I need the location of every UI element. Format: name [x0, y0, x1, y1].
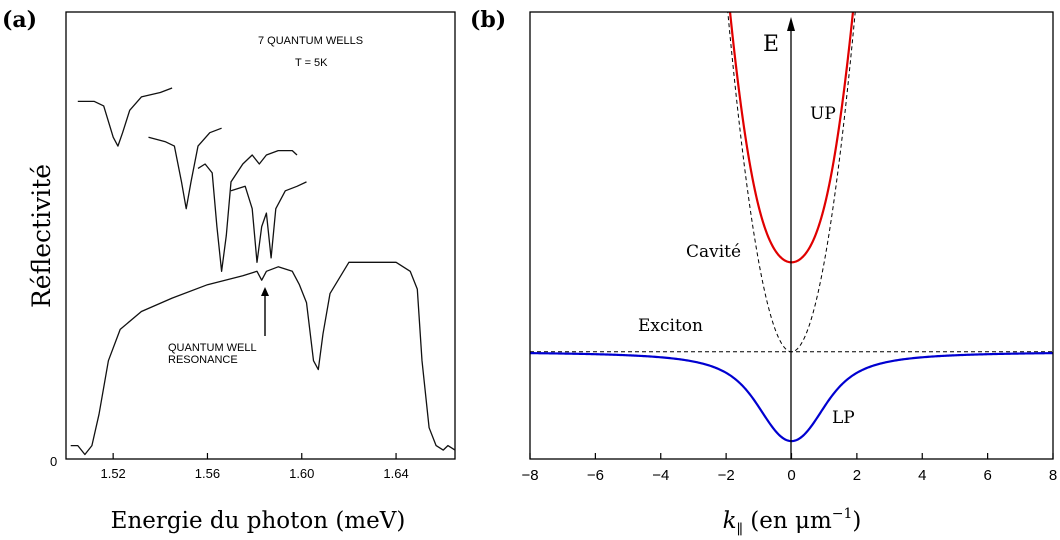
panel-b-x-tick-label: 2	[853, 467, 861, 484]
panel-a-annotation-title: 7 QUANTUM WELLS	[258, 35, 363, 47]
panel-b-y-axis-label: E	[763, 32, 779, 57]
panel-a-x-tick-label: 1.52	[100, 466, 125, 481]
x-label-unit: (en μm	[743, 508, 832, 534]
panel-a-y-zero-label: 0	[50, 454, 57, 469]
x-label-close: )	[852, 508, 861, 534]
panel-b: (b) −8 −6 −4 −2 0 2 4 6 8 E UP LP Cavité Exciton…	[470, 7, 1057, 538]
panel-b-series-label-exciton: Exciton	[638, 316, 703, 336]
panel-b-series-label-up: UP	[810, 104, 836, 124]
panel-a-x-ticks: 1.52 1.56 1.60 1.64	[100, 453, 409, 481]
panel-b-x-tick-label: −8	[521, 467, 538, 484]
panel-b-x-tick-label: 8	[1049, 467, 1057, 484]
panel-b-x-tick-label: −2	[718, 467, 735, 484]
panel-b-x-tick-label: −4	[652, 467, 669, 484]
reflectivity-spectrum-4	[230, 181, 307, 263]
panel-b-label: (b)	[470, 7, 506, 33]
panel-b-x-tick-label: 4	[918, 467, 926, 484]
panel-a-annotation-resonance-2: RESONANCE	[168, 354, 238, 366]
x-label-sup: −1	[832, 506, 853, 522]
panel-a-x-tick-label: 1.56	[195, 466, 220, 481]
panel-a-annotation-resonance-1: QUANTUM WELL	[168, 342, 257, 354]
panel-a-annotation-temp: T = 5K	[295, 57, 328, 69]
panel-b-x-ticks: −8 −6 −4 −2 0 2 4 6 8	[521, 453, 1057, 484]
panel-b-series-label-lp: LP	[832, 408, 855, 428]
panel-a-resonance-arrowhead	[261, 287, 269, 296]
panel-a-x-axis-label: Energie du photon (meV)	[111, 508, 406, 534]
panel-a-label: (a)	[2, 7, 37, 33]
panel-b-energy-axis-arrowhead	[787, 17, 795, 31]
x-label-k: k	[723, 508, 737, 534]
panel-b-x-tick-label: −6	[587, 467, 604, 484]
panel-a-spectra	[70, 87, 456, 456]
panel-a-frame	[65, 11, 456, 460]
panel-b-x-tick-label: 0	[787, 467, 795, 484]
reflectivity-spectrum-1	[77, 87, 173, 147]
panel-a-y-axis-label: Réflectivité	[27, 164, 56, 308]
panel-a-x-tick-label: 1.64	[383, 466, 408, 481]
reflectivity-spectrum-3	[197, 149, 298, 272]
panel-b-series-label-cavity: Cavité	[686, 242, 741, 262]
panel-a: (a) 1.52 1.56 1.60 1.64 0 7 QUANTUM WELLS T…	[2, 7, 456, 534]
reflectivity-spectrum-2	[148, 127, 222, 210]
reflectivity-spectrum-5	[70, 261, 456, 456]
panel-a-x-tick-label: 1.60	[289, 466, 314, 481]
panel-b-x-axis-label: k∥ (en μm−1)	[723, 506, 862, 538]
x-label-sub: ∥	[737, 522, 743, 538]
panel-b-x-tick-label: 6	[983, 467, 991, 484]
